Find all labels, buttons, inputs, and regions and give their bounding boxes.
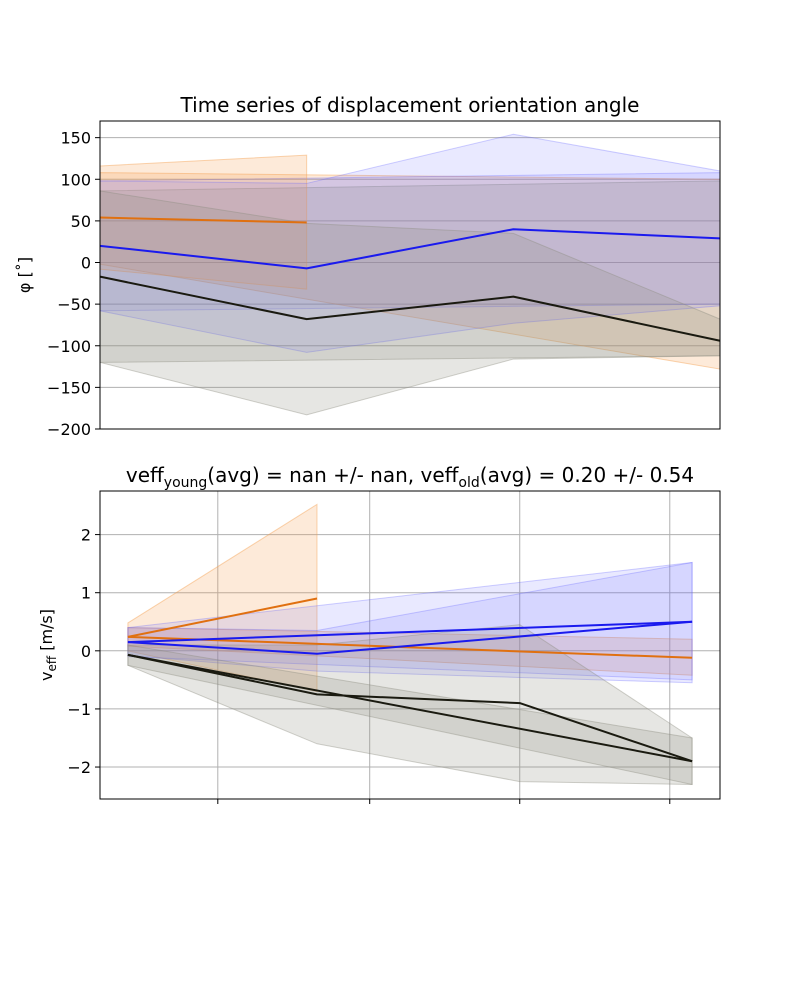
top-panel-title: Time series of displacement orientation … (180, 93, 640, 117)
y-tick-label: 0 (81, 642, 91, 661)
y-tick-label: 2 (81, 526, 91, 545)
y-tick-label: 0 (81, 254, 91, 273)
ylabel-subscript: eff (45, 655, 59, 671)
top-panel-frame (99, 120, 721, 430)
bottom-panel: veffyoung(avg) = nan +/- nan, veffold(av… (37, 463, 721, 804)
bottom-panel-series (127, 597, 693, 763)
ylabel-v: v (37, 672, 56, 681)
title-young-subscript: young (164, 475, 207, 491)
uncertainty-band (127, 627, 693, 676)
bottom-panel-x-ticks (217, 799, 671, 804)
title-end: (avg) = 0.20 +/- 0.54 (480, 463, 694, 487)
bottom-panel-title: veffyoung(avg) = nan +/- nan, veffold(av… (126, 463, 694, 491)
ylabel-units: [m/s] (37, 609, 56, 656)
bottom-panel-frame (99, 490, 721, 800)
top-panel-series (99, 216, 721, 342)
title-old-subscript: old (458, 475, 479, 491)
top-panel-y-ticks: −200 −150 −100 −50 0 50 100 150 (47, 129, 100, 439)
bottom-panel-y-ticks: −2 −1 0 1 2 (67, 526, 100, 777)
series-line (99, 228, 721, 270)
y-tick-label: −2 (67, 758, 91, 777)
y-tick-label: −150 (47, 378, 91, 397)
series-line (127, 597, 318, 638)
series-line (127, 653, 693, 763)
series-line (127, 620, 693, 655)
y-tick-label: −100 (47, 337, 91, 356)
series-line (99, 216, 307, 224)
top-panel: Time series of displacement orientation … (15, 93, 721, 439)
top-panel-gridlines (100, 137, 720, 388)
y-tick-label: 150 (60, 129, 91, 148)
series-line (99, 275, 721, 342)
y-tick-label: 100 (60, 170, 91, 189)
y-tick-label: 1 (81, 584, 91, 603)
uncertainty-band (127, 644, 693, 786)
series-line (127, 635, 693, 659)
y-tick-label: −50 (57, 295, 91, 314)
y-tick-label: −200 (47, 420, 91, 439)
series-line (127, 620, 693, 644)
title-veff-young: veff (126, 463, 165, 487)
series-line (127, 653, 693, 763)
top-panel-bands (99, 133, 721, 416)
uncertainty-band (127, 624, 693, 785)
bottom-panel-y-axis-label: veff [m/s] (37, 609, 59, 681)
y-tick-label: 50 (71, 212, 91, 231)
y-tick-label: −1 (67, 700, 91, 719)
top-panel-y-axis-label: φ [˚] (15, 257, 34, 293)
title-middle: (avg) = nan +/- nan, veff (207, 463, 459, 487)
